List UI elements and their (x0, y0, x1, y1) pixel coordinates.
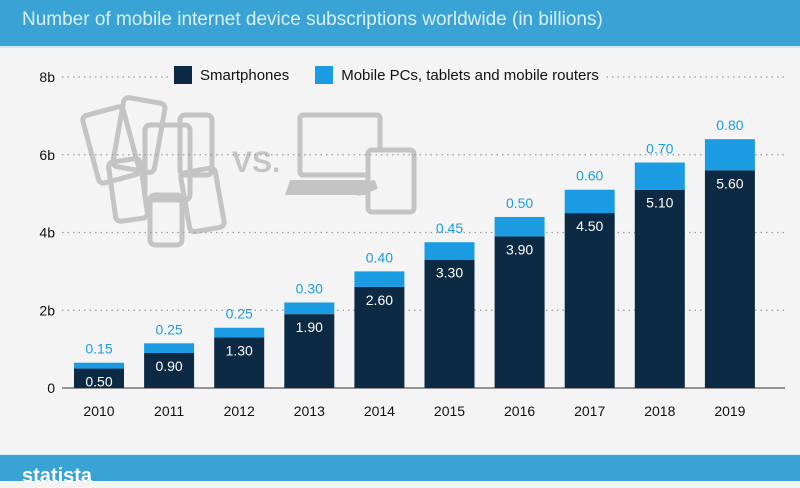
bar-smartphones (354, 286, 405, 388)
vs-label: VS. (232, 146, 280, 179)
phone-icon (80, 104, 142, 186)
y-tick-label: 8b (39, 69, 55, 85)
footer-banner: statista (0, 454, 800, 487)
y-tick-label: 6b (39, 147, 55, 163)
y-tick-label: 4b (39, 225, 55, 241)
data-label-smartphones: 0.90 (155, 358, 182, 374)
bar-other-devices (494, 216, 545, 237)
data-label-smartphones: 2.60 (366, 292, 393, 308)
data-label-other-devices: 0.25 (155, 321, 182, 337)
x-tick-label: 2014 (364, 403, 395, 419)
data-label-smartphones: 3.90 (506, 241, 533, 257)
bar-smartphones (214, 337, 265, 388)
data-label-smartphones: 5.10 (646, 195, 673, 211)
tablet-icon (365, 147, 417, 215)
x-tick-label: 2012 (224, 403, 255, 419)
data-label-other-devices: 0.45 (436, 220, 463, 236)
bar-other-devices (634, 162, 685, 190)
header-banner: Number of mobile internet device subscri… (0, 0, 800, 48)
bar-smartphones (634, 189, 685, 388)
x-tick-label: 2015 (434, 403, 465, 419)
bar-smartphones (284, 314, 335, 388)
usb-stick-icon (354, 180, 378, 196)
bar-other-devices (354, 271, 405, 287)
bar-other-devices (284, 302, 335, 315)
phone-icon (147, 192, 185, 248)
data-label-other-devices: 0.60 (576, 168, 603, 184)
y-tick-label: 0 (47, 380, 55, 396)
phone-icon (177, 112, 215, 178)
bar-smartphones (144, 353, 195, 388)
bar-smartphones (494, 236, 545, 388)
legend-swatch (315, 66, 334, 84)
bar-smartphones (74, 368, 124, 388)
bar-smartphones (424, 259, 475, 388)
bar-other-devices (704, 139, 755, 171)
data-label-smartphones: 0.50 (85, 374, 112, 390)
legend-swatch (174, 66, 192, 84)
legend-label: Mobile PCs, tablets and mobile routers (341, 66, 599, 84)
phone-icon (178, 165, 227, 235)
legend-item-other-devices: Mobile PCs, tablets and mobile routers (315, 66, 599, 84)
bar-other-devices (144, 343, 195, 354)
devices-illustration: VS. (80, 95, 417, 248)
bar-other-devices (424, 242, 475, 260)
x-tick-label: 2013 (294, 403, 325, 419)
laptop-icon (297, 112, 383, 178)
y-tick-label: 2b (39, 302, 55, 318)
x-tick-label: 2011 (154, 403, 184, 419)
data-label-smartphones: 1.90 (296, 319, 323, 335)
data-label-other-devices: 0.50 (506, 195, 533, 211)
data-label-other-devices: 0.15 (85, 341, 112, 357)
phone-icon (110, 95, 168, 175)
bar-smartphones (564, 213, 615, 388)
phone-icon (106, 156, 150, 224)
chart-area: VS. 0 2b 4b 6b 8b 0.50 0.15 2010 0.90 0.25 2011 1.… (39, 69, 785, 419)
legend-label: Smartphones (200, 66, 290, 84)
x-tick-label: 2017 (574, 403, 605, 419)
data-label-smartphones: 5.60 (716, 175, 743, 191)
data-label-other-devices: 0.30 (296, 280, 323, 296)
chart-subtitle: Number of mobile internet device subscri… (22, 9, 603, 30)
bar-smartphones (704, 170, 755, 388)
x-tick-label: 2016 (504, 403, 535, 419)
x-tick-label: 2010 (83, 403, 114, 419)
legend-item-smartphones: Smartphones (174, 66, 289, 84)
statista-logo: statista (22, 465, 93, 487)
data-label-smartphones: 3.30 (436, 265, 463, 281)
data-label-other-devices: 0.80 (716, 117, 743, 133)
bar-other-devices (564, 189, 615, 214)
data-label-smartphones: 1.30 (226, 342, 253, 358)
legend: Smartphones Mobile PCs, tablets and mobi… (168, 66, 605, 84)
data-label-smartphones: 4.50 (576, 218, 603, 234)
bar-other-devices (214, 327, 265, 338)
x-tick-label: 2019 (714, 403, 745, 419)
phone-icon (142, 122, 193, 203)
bar-other-devices (74, 362, 124, 369)
data-label-other-devices: 0.25 (226, 306, 253, 322)
data-label-other-devices: 0.70 (646, 141, 673, 157)
x-tick-label: 2018 (644, 403, 675, 419)
data-label-other-devices: 0.40 (366, 249, 393, 265)
